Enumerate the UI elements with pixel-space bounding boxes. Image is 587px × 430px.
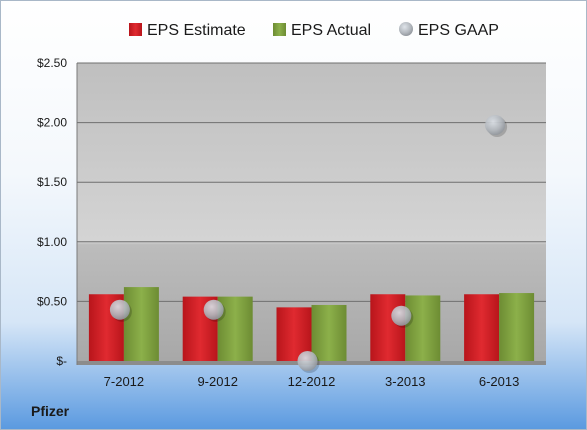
legend-swatch-eps-actual bbox=[273, 23, 286, 36]
bar-eps-actual bbox=[405, 295, 441, 361]
y-tick-label: $1.50 bbox=[37, 175, 67, 189]
y-tick-label: $2.50 bbox=[37, 56, 67, 70]
marker-eps-gaap bbox=[109, 299, 130, 320]
marker-eps-gaap bbox=[485, 114, 506, 135]
legend-label-eps-gaap: EPS GAAP bbox=[418, 22, 499, 39]
legend-label-eps-actual: EPS Actual bbox=[291, 22, 371, 39]
bar-eps-estimate bbox=[464, 294, 500, 361]
y-tick-label: $2.00 bbox=[37, 116, 67, 130]
marker-eps-gaap bbox=[203, 299, 224, 320]
legend-swatch-eps-estimate bbox=[129, 23, 142, 36]
x-tick-label: 6-2013 bbox=[479, 374, 519, 389]
company-label: Pfizer bbox=[31, 403, 70, 419]
legend-label-eps-estimate: EPS Estimate bbox=[147, 22, 246, 39]
legend-swatch-eps-gaap bbox=[399, 22, 413, 36]
y-tick-label: $0.50 bbox=[37, 294, 67, 308]
x-tick-label: 3-2013 bbox=[385, 374, 425, 389]
x-tick-label: 12-2012 bbox=[288, 374, 336, 389]
bar-eps-actual bbox=[499, 293, 535, 361]
marker-eps-gaap bbox=[391, 305, 412, 326]
x-tick-label: 9-2012 bbox=[197, 374, 237, 389]
y-tick-label: $1.00 bbox=[37, 235, 67, 249]
bar-eps-actual bbox=[123, 287, 159, 361]
bar-eps-estimate bbox=[370, 294, 406, 361]
x-tick-label: 7-2012 bbox=[104, 374, 144, 389]
y-tick-label: $- bbox=[56, 354, 67, 368]
bar-eps-actual bbox=[217, 296, 253, 361]
marker-eps-gaap bbox=[297, 351, 318, 371]
bar-eps-actual bbox=[311, 304, 347, 361]
